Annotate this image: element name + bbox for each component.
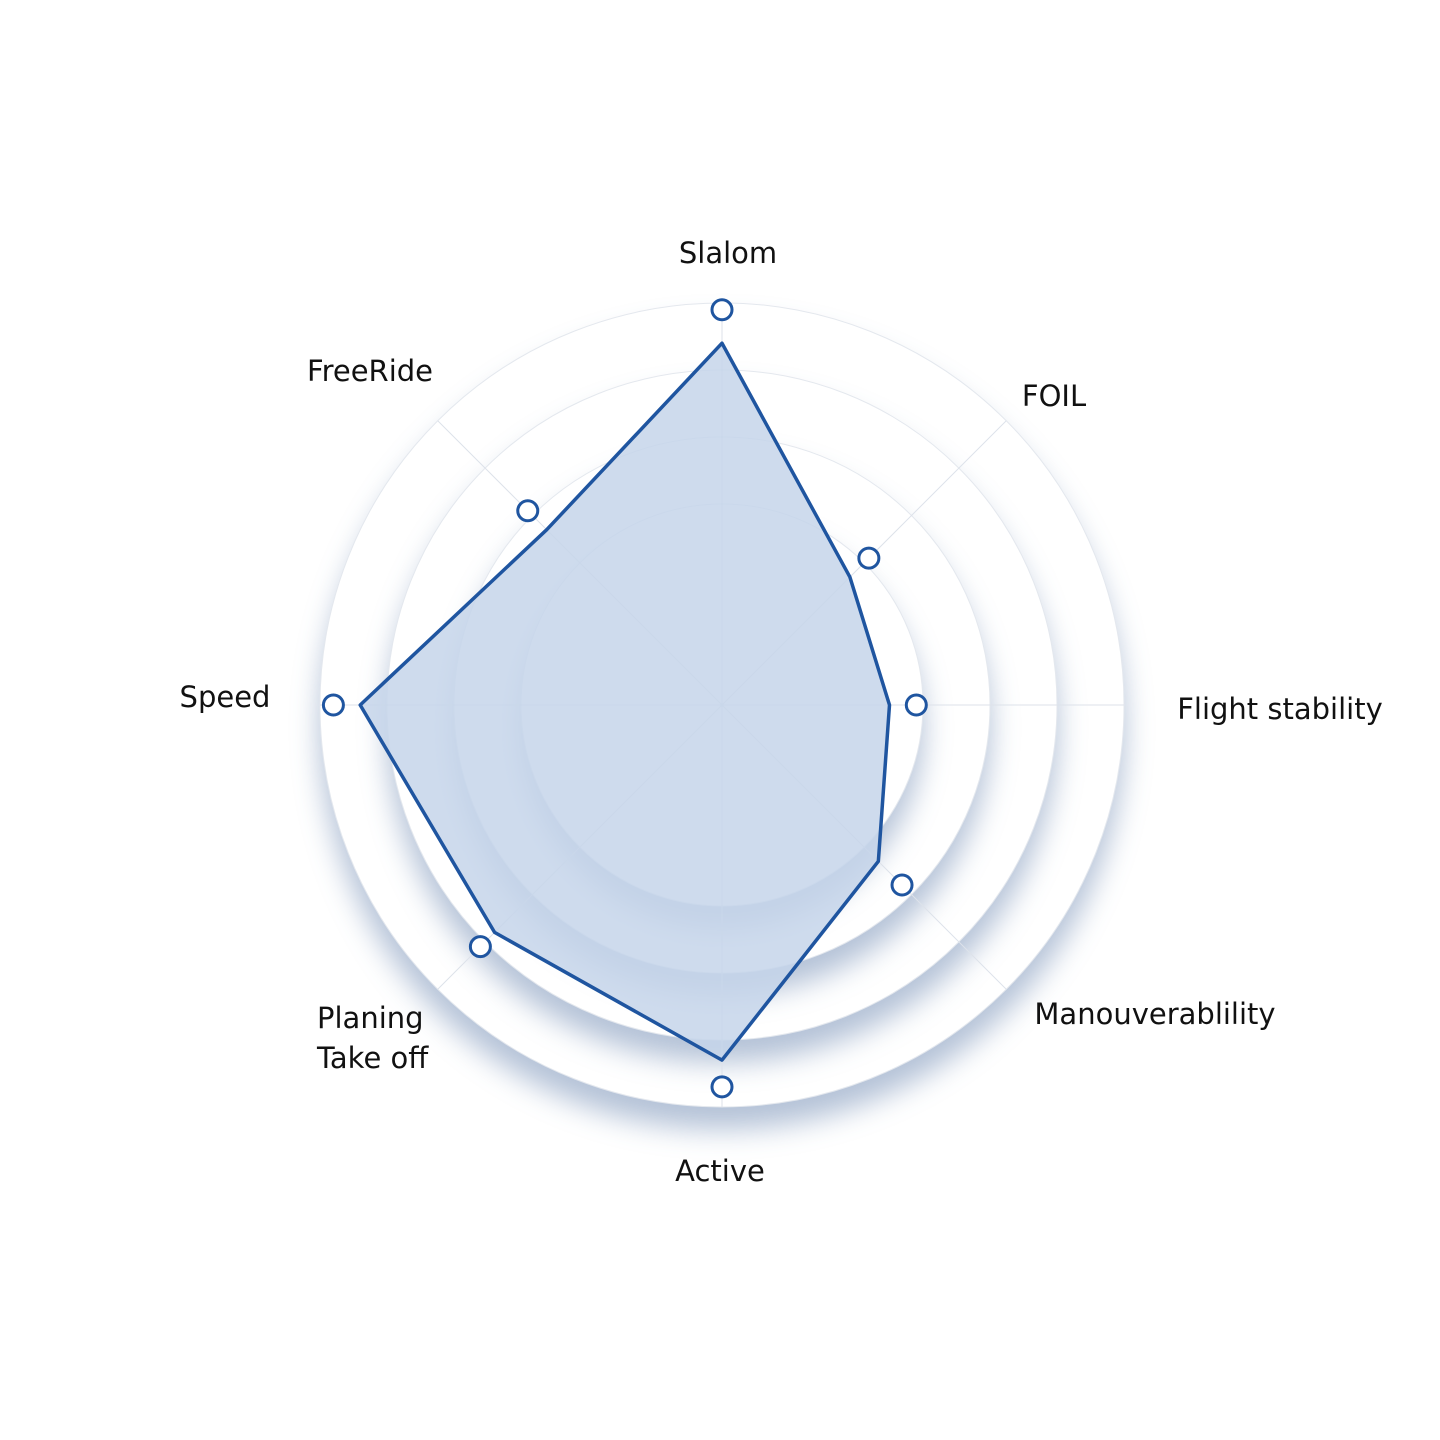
axis-label: FreeRide [307, 354, 433, 388]
marker [516, 499, 540, 523]
marker [904, 693, 928, 717]
marker [710, 1075, 734, 1099]
axis-label: Flight stability [1177, 692, 1383, 726]
axis-label: FOIL [1021, 379, 1087, 413]
marker [890, 873, 914, 897]
axis-label: Planing Take off [317, 1001, 429, 1075]
marker [710, 298, 734, 322]
marker [468, 935, 492, 959]
marker [857, 546, 881, 570]
axis-label: Active [675, 1154, 765, 1188]
axis-label: Speed [179, 680, 271, 714]
axis-label: Slalom [678, 236, 778, 270]
radar-area [358, 341, 892, 1062]
axis-label: Manouverablility [1034, 997, 1276, 1031]
marker [321, 693, 345, 717]
